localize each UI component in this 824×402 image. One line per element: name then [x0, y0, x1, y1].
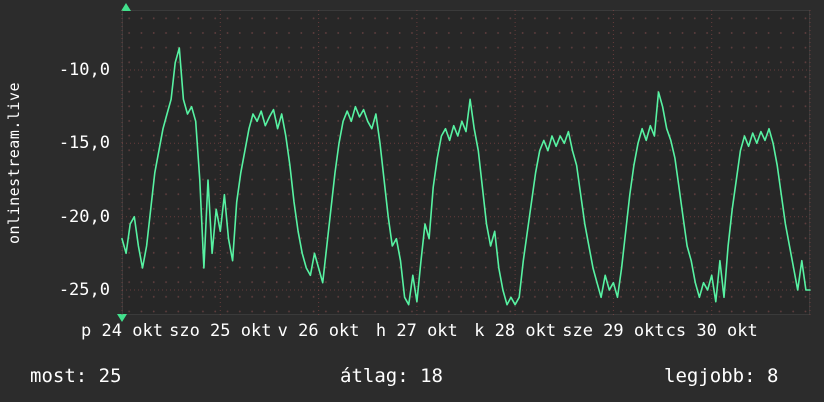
y-tick-label: -10,0: [58, 60, 110, 80]
x-tick-label: k 28 okt: [474, 321, 557, 341]
x-tick-label: v 26 okt: [277, 321, 360, 341]
y-tick-label: -25,0: [58, 280, 110, 300]
x-tick-label: szo 25 okt: [169, 321, 272, 341]
stat-average: átlag: 18: [340, 365, 443, 387]
y-tick-label: -20,0: [58, 206, 110, 227]
x-tick-label: cs 30 okt: [665, 321, 758, 341]
y-tick-label: -15,0: [58, 133, 110, 154]
stat-current: most: 25: [30, 365, 122, 387]
stat-best: legjobb: 8: [664, 365, 779, 387]
y-axis-bottom-arrow-icon: [117, 314, 127, 322]
x-tick-label: sze 29 okt: [562, 321, 665, 341]
chart-side-title: onlinestream.live: [5, 81, 23, 245]
y-axis-top-arrow-icon: [121, 3, 131, 11]
plot-area-background: [122, 10, 810, 315]
x-tick-label: h 27 okt: [375, 321, 458, 341]
x-tick-label: p 24 okt: [81, 321, 163, 341]
